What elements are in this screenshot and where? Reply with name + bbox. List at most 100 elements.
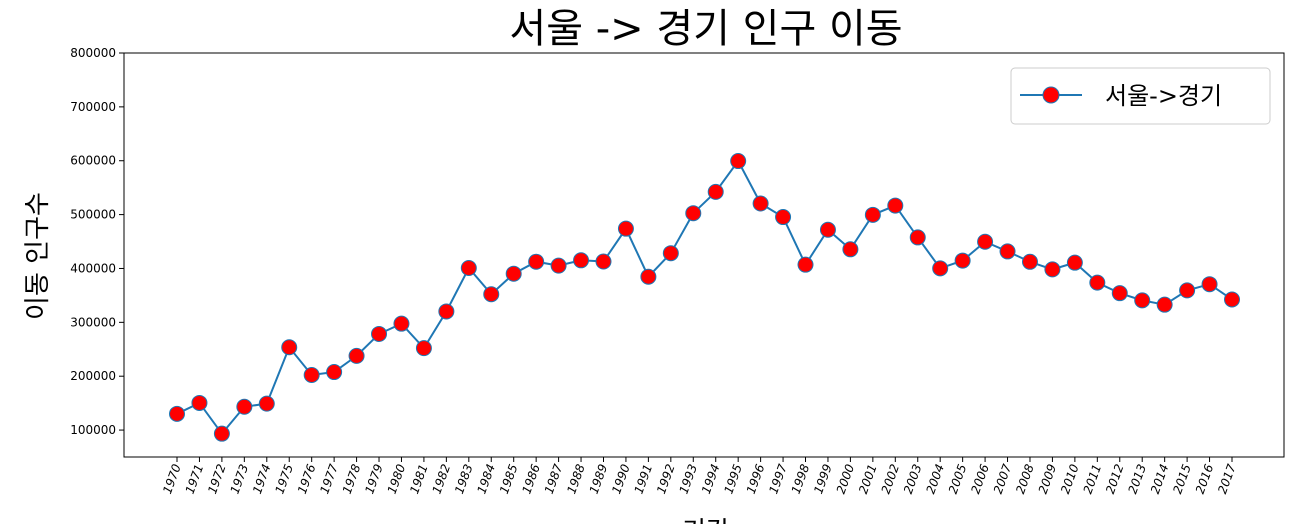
data-point xyxy=(730,153,747,170)
data-point xyxy=(999,243,1016,260)
data-point xyxy=(1044,261,1061,278)
x-tick-label: 1973 xyxy=(228,462,252,495)
data-point xyxy=(797,256,814,273)
data-point xyxy=(1111,285,1128,302)
y-tick-label: 300000 xyxy=(70,315,116,329)
data-point xyxy=(573,252,590,269)
data-point xyxy=(932,260,949,277)
data-point xyxy=(1201,276,1218,293)
x-tick-label: 2009 xyxy=(1036,462,1060,495)
data-point xyxy=(977,233,994,250)
data-point xyxy=(505,265,522,282)
x-tick-label: 2010 xyxy=(1058,462,1082,496)
x-tick-label: 1985 xyxy=(497,462,521,495)
data-point xyxy=(303,366,320,383)
chart-title: 서울 -> 경기 인구 이동 xyxy=(509,6,902,52)
x-tick-label: 1994 xyxy=(699,462,723,495)
x-tick-label: 1986 xyxy=(519,462,543,496)
data-point xyxy=(1089,274,1106,291)
x-tick-label: 1996 xyxy=(744,462,768,496)
x-tick-label: 2002 xyxy=(879,462,903,495)
y-tick-label: 600000 xyxy=(70,154,116,168)
x-tick-label: 1997 xyxy=(766,462,790,496)
data-point xyxy=(438,303,455,320)
legend: 서울->경기 xyxy=(1010,67,1271,125)
x-tick-label: 2006 xyxy=(968,462,992,496)
x-tick-label: 1979 xyxy=(362,462,386,495)
x-tick-label: 1981 xyxy=(407,462,431,495)
x-tick-label: 1975 xyxy=(272,462,296,495)
data-point xyxy=(460,259,477,276)
x-tick-label: 2016 xyxy=(1193,462,1217,496)
data-point xyxy=(393,315,410,332)
x-tick-label: 2005 xyxy=(946,462,970,495)
x-tick-label: 1987 xyxy=(542,462,566,496)
data-point xyxy=(1134,292,1151,309)
x-tick-label: 2014 xyxy=(1148,462,1172,495)
x-tick-label: 2015 xyxy=(1170,462,1194,495)
series-line xyxy=(176,159,1233,436)
data-point xyxy=(1156,296,1173,313)
data-point xyxy=(213,425,230,442)
data-point xyxy=(371,325,388,342)
data-point xyxy=(348,347,365,364)
data-point xyxy=(415,340,432,357)
legend-frame xyxy=(1010,67,1271,125)
data-point xyxy=(1021,253,1038,270)
x-tick-label: 1999 xyxy=(811,462,835,495)
data-point xyxy=(954,252,971,269)
x-tick-label: 1971 xyxy=(183,462,207,495)
x-tick-label: 1970 xyxy=(160,462,184,496)
data-point xyxy=(842,241,859,258)
x-tick-label: 2013 xyxy=(1125,462,1149,495)
x-tick-label: 2001 xyxy=(856,462,880,495)
x-tick-label: 1978 xyxy=(340,462,364,496)
x-tick-label: 1993 xyxy=(676,462,700,495)
data-point xyxy=(326,364,343,381)
data-point xyxy=(236,398,253,415)
data-point xyxy=(483,286,500,303)
x-tick-label: 2011 xyxy=(1081,462,1105,495)
y-tick-label: 500000 xyxy=(70,208,116,222)
data-point xyxy=(258,395,275,412)
y-tick-label: 400000 xyxy=(70,261,116,275)
x-tick-label: 1983 xyxy=(452,462,476,495)
data-point xyxy=(909,229,926,246)
data-point xyxy=(1179,282,1196,299)
x-tick-label: 2000 xyxy=(834,462,858,496)
data-point xyxy=(640,268,657,285)
x-tick-label: 1982 xyxy=(430,462,454,495)
x-tick-label: 2004 xyxy=(923,462,947,495)
x-tick-label: 2008 xyxy=(1013,462,1037,496)
x-tick-label: 1989 xyxy=(587,462,611,495)
data-point xyxy=(1066,254,1083,271)
x-tick-label: 2012 xyxy=(1103,462,1127,495)
y-tick-label: 700000 xyxy=(70,100,116,114)
plot-area: 100000 200000 300000 400000 500000 600000 7000… xyxy=(70,46,1285,496)
data-point xyxy=(595,253,612,270)
x-tick-label: 1980 xyxy=(385,462,409,496)
data-point xyxy=(752,195,769,212)
data-point xyxy=(169,405,185,422)
data-point xyxy=(191,394,208,411)
data-point xyxy=(617,220,634,237)
data-point xyxy=(1224,291,1240,308)
data-point xyxy=(550,257,567,274)
x-tick-label: 1998 xyxy=(789,462,813,496)
x-tick-label: 2017 xyxy=(1215,462,1239,496)
x-tick-label: 1976 xyxy=(295,462,319,496)
legend-label: 서울->경기 xyxy=(1105,82,1222,110)
x-tick-label: 1991 xyxy=(632,462,656,495)
data-point xyxy=(887,197,904,214)
x-tick-label: 1977 xyxy=(317,462,341,496)
x-tick-label: 1972 xyxy=(205,462,229,495)
x-axis-label: 기간 xyxy=(682,517,730,524)
y-tick-label: 800000 xyxy=(70,46,116,60)
x-tick-label: 1988 xyxy=(564,462,588,496)
data-point xyxy=(685,205,702,222)
data-point xyxy=(775,209,792,226)
x-tick-label: 1974 xyxy=(250,462,274,495)
x-tick-label: 1984 xyxy=(474,462,498,495)
data-point xyxy=(819,221,836,238)
